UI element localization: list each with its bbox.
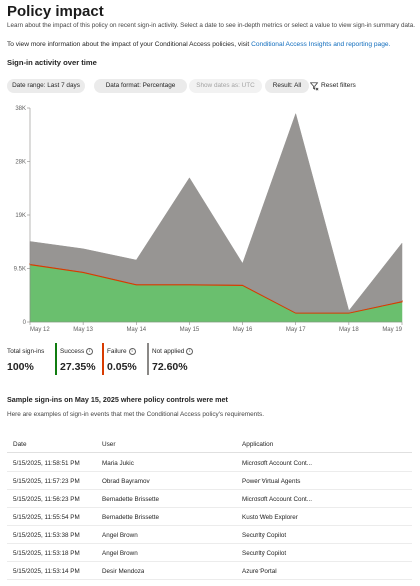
info-icon[interactable]: i — [128, 348, 136, 355]
info-icon[interactable]: i — [86, 348, 94, 355]
table-row[interactable]: 5/15/2025, 11:53:14 PM Desir Mendoza Azure… — [7, 562, 412, 580]
cell-application: Azure Portal — [242, 568, 277, 575]
not-applied-value: 72.60% — [152, 361, 188, 373]
insights-reporting-link[interactable]: Conditional Access Insights and reportin… — [251, 41, 391, 48]
table-row[interactable]: 5/15/2025, 11:58:51 PM Maria Jukic Microso… — [7, 454, 412, 472]
x-tick-label[interactable]: May 13 — [73, 327, 93, 333]
page-title: Policy impact — [7, 3, 104, 20]
column-header-user[interactable]: User — [102, 441, 116, 448]
table-header: Date User Application — [7, 437, 412, 453]
y-tick-label: 0 — [23, 320, 27, 326]
x-tick-label[interactable]: May 16 — [233, 327, 253, 333]
total-sign-ins-value: 100% — [7, 361, 34, 373]
cell-user: Angel Brown — [102, 550, 138, 557]
failure-value: 0.05% — [107, 361, 137, 373]
cell-application: Microsoft Account Cont... — [242, 496, 312, 503]
not-applied-stat[interactable]: Not applied i 72.60% — [147, 342, 207, 376]
cell-user: Bernadette Brissette — [102, 496, 160, 503]
x-tick-label[interactable]: May 19 — [382, 327, 402, 333]
cell-date: 5/15/2025, 11:53:14 PM — [13, 568, 80, 575]
section-title: Sign-in activity over time — [7, 58, 97, 67]
more-options-icon[interactable]: ··· — [255, 529, 266, 538]
cell-date: 5/15/2025, 11:55:54 PM — [13, 514, 80, 521]
cell-user: Obrad Bayramov — [102, 478, 150, 485]
cell-application: Security Copilot — [242, 532, 287, 539]
table-row[interactable]: 5/15/2025, 11:53:38 PM Angel Brown Securit… — [7, 526, 412, 544]
y-tick-label: 38K — [15, 106, 26, 112]
cell-application: Power Virtual Agents — [242, 478, 301, 485]
cell-date: 5/15/2025, 11:56:23 PM — [13, 496, 80, 503]
success-value: 27.35% — [60, 361, 96, 373]
reset-filters-label: Reset filters — [321, 82, 356, 89]
reset-filters-button[interactable]: Reset filters — [310, 79, 362, 93]
page-description: Learn about the impact of this policy on… — [7, 22, 415, 29]
show-dates-filter: Show dates as: UTC — [189, 79, 262, 93]
y-tick-label: 19K — [15, 213, 26, 219]
sign-in-activity-chart: 0 9.5K 19K 28K 38K May 12 May 13 May 14 May 15 Ma… — [14, 106, 403, 333]
x-tick-label[interactable]: May 12 — [30, 327, 50, 333]
info-icon[interactable]: i — [186, 348, 194, 355]
success-color-bar — [55, 343, 57, 375]
more-options-icon[interactable]: ··· — [255, 547, 266, 556]
area-series-not-applied[interactable] — [29, 112, 403, 313]
more-options-icon[interactable]: ··· — [255, 565, 266, 574]
failure-label: Failure i — [107, 348, 136, 355]
more-options-icon[interactable]: ··· — [255, 493, 266, 502]
cell-user: Desir Mendoza — [102, 568, 145, 575]
table-row[interactable]: 5/15/2025, 11:57:23 PM Obrad Bayramov Powe… — [7, 472, 412, 490]
x-tick-label[interactable]: May 18 — [339, 327, 359, 333]
sample-sign-ins-description: Here are examples of sign-in events that… — [7, 411, 264, 418]
cell-user: Maria Jukic — [102, 460, 134, 467]
result-filter[interactable]: Result: All — [265, 79, 309, 93]
failure-stat[interactable]: Failure i 0.05% — [102, 342, 147, 376]
column-header-application[interactable]: Application — [242, 441, 274, 448]
cell-date: 5/15/2025, 11:53:18 PM — [13, 550, 80, 557]
failure-color-bar — [102, 343, 104, 375]
table-row[interactable]: 5/15/2025, 11:53:18 PM Angel Brown Securit… — [7, 544, 412, 562]
x-tick-label[interactable]: May 14 — [126, 327, 146, 333]
sample-sign-ins-title: Sample sign-ins on May 15, 2025 where po… — [7, 395, 228, 404]
total-sign-ins-label: Total sign-ins — [7, 348, 45, 355]
x-tick-label[interactable]: May 15 — [180, 327, 200, 333]
table-row[interactable]: 5/15/2025, 11:55:54 PM Bernadette Brisset… — [7, 508, 412, 526]
total-sign-ins-stat[interactable]: Total sign-ins 100% — [7, 342, 55, 376]
cell-date: 5/15/2025, 11:53:38 PM — [13, 532, 80, 539]
column-header-date[interactable]: Date — [13, 441, 27, 448]
cell-application: Kusto Web Explorer — [242, 514, 298, 521]
not-applied-color-bar — [147, 343, 149, 375]
cell-date: 5/15/2025, 11:58:51 PM — [13, 460, 80, 467]
y-tick-label: 9.5K — [14, 267, 26, 273]
x-tick-label[interactable]: May 17 — [286, 327, 306, 333]
date-range-filter[interactable]: Date range: Last 7 days — [7, 79, 85, 93]
table-row[interactable]: 5/15/2025, 11:56:23 PM Bernadette Brisset… — [7, 490, 412, 508]
success-label: Success i — [60, 348, 94, 355]
not-applied-label: Not applied i — [152, 348, 194, 355]
cell-application: Security Copilot — [242, 550, 287, 557]
more-options-icon[interactable]: ··· — [255, 511, 266, 520]
cell-user: Angel Brown — [102, 532, 138, 539]
more-info-text: To view more information about the impac… — [7, 41, 390, 48]
cell-application: Microsoft Account Cont... — [242, 460, 312, 467]
more-info-label: To view more information about the impac… — [7, 41, 250, 48]
more-options-icon[interactable]: ··· — [255, 457, 266, 466]
cell-user: Bernadette Brissette — [102, 514, 160, 521]
data-format-filter[interactable]: Data format: Percentage — [94, 79, 187, 93]
success-stat[interactable]: Success i 27.35% — [55, 342, 105, 376]
filter-icon — [310, 82, 319, 91]
more-options-icon[interactable]: ··· — [255, 475, 266, 484]
y-tick-label: 28K — [15, 160, 26, 166]
cell-date: 5/15/2025, 11:57:23 PM — [13, 478, 80, 485]
